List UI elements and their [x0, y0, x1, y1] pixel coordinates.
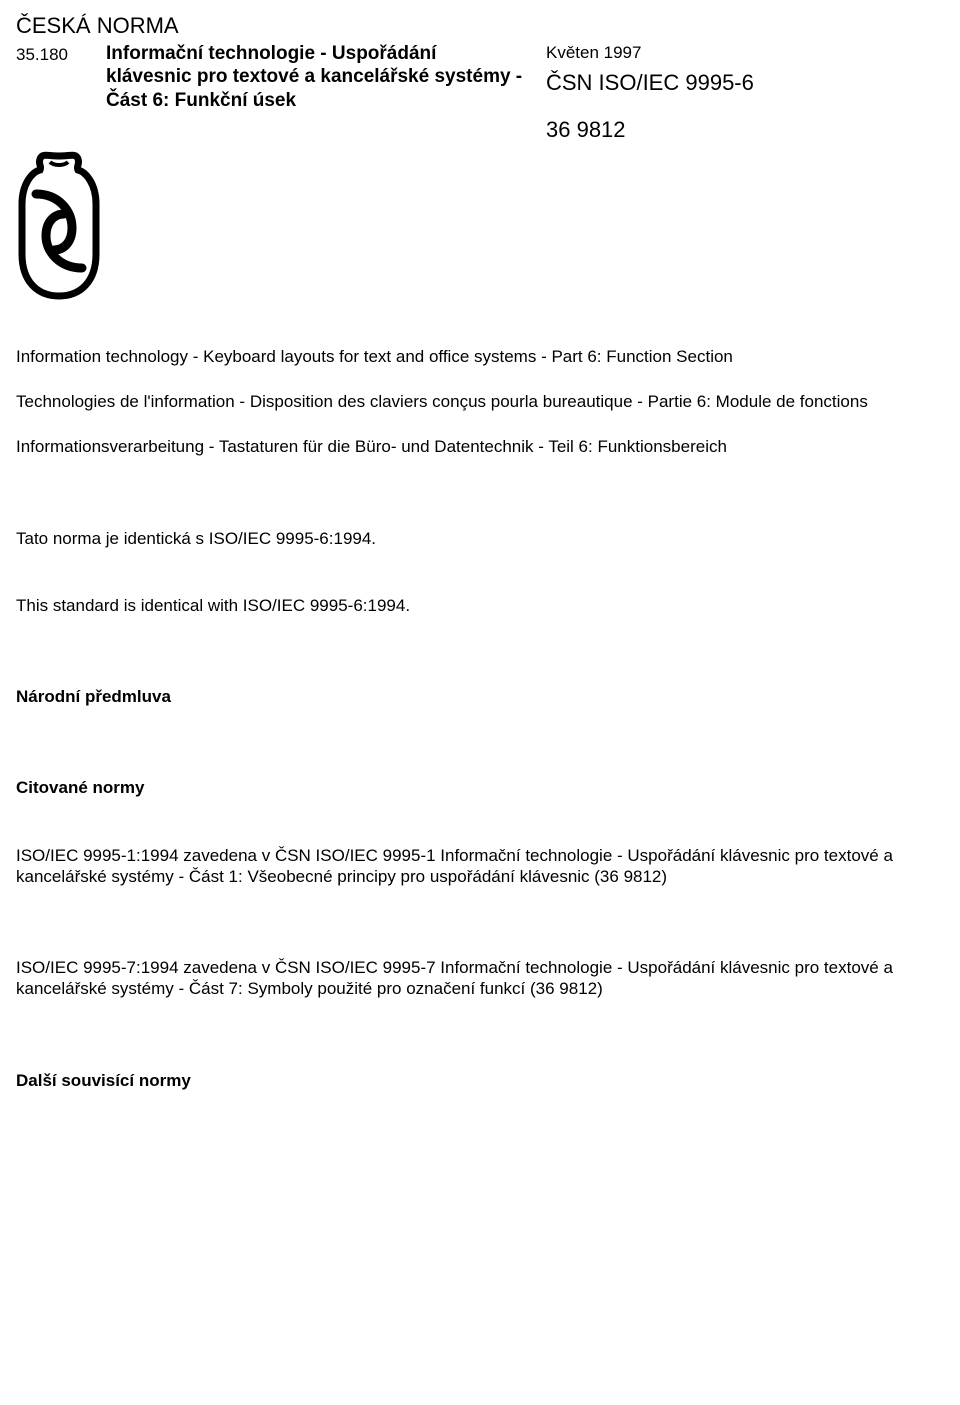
national-foreword-heading: Národní předmluva: [16, 686, 944, 707]
cited-standards-heading: Citované normy: [16, 777, 944, 798]
identity-en: This standard is identical with ISO/IEC …: [16, 595, 944, 616]
classification-number: 36 9812: [546, 116, 944, 144]
standard-org-title: ČESKÁ NORMA: [16, 12, 944, 40]
logo-container: [16, 150, 944, 300]
title-fr: Technologies de l'information - Disposit…: [16, 391, 944, 412]
standard-title-cs: Informační technologie - Uspořádání kláv…: [106, 42, 546, 113]
title-en: Information technology - Keyboard layout…: [16, 346, 944, 367]
cited-standard-1: ISO/IEC 9995-1:1994 zavedena v ČSN ISO/I…: [16, 845, 944, 888]
title-de: Informationsverarbeitung - Tastaturen fü…: [16, 436, 944, 457]
header-row: 35.180 Informační technologie - Uspořádá…: [16, 42, 944, 144]
publication-date: Květen 1997: [546, 42, 944, 63]
header-right: Květen 1997 ČSN ISO/IEC 9995-6 36 9812: [546, 42, 944, 144]
standards-logo-icon: [16, 150, 102, 300]
ics-number: 35.180: [16, 42, 106, 65]
other-related-heading: Další souvisící normy: [16, 1070, 944, 1091]
cited-standard-2: ISO/IEC 9995-7:1994 zavedena v ČSN ISO/I…: [16, 957, 944, 1000]
standard-code: ČSN ISO/IEC 9995-6: [546, 69, 944, 97]
identity-cs: Tato norma je identická s ISO/IEC 9995-6…: [16, 528, 944, 549]
